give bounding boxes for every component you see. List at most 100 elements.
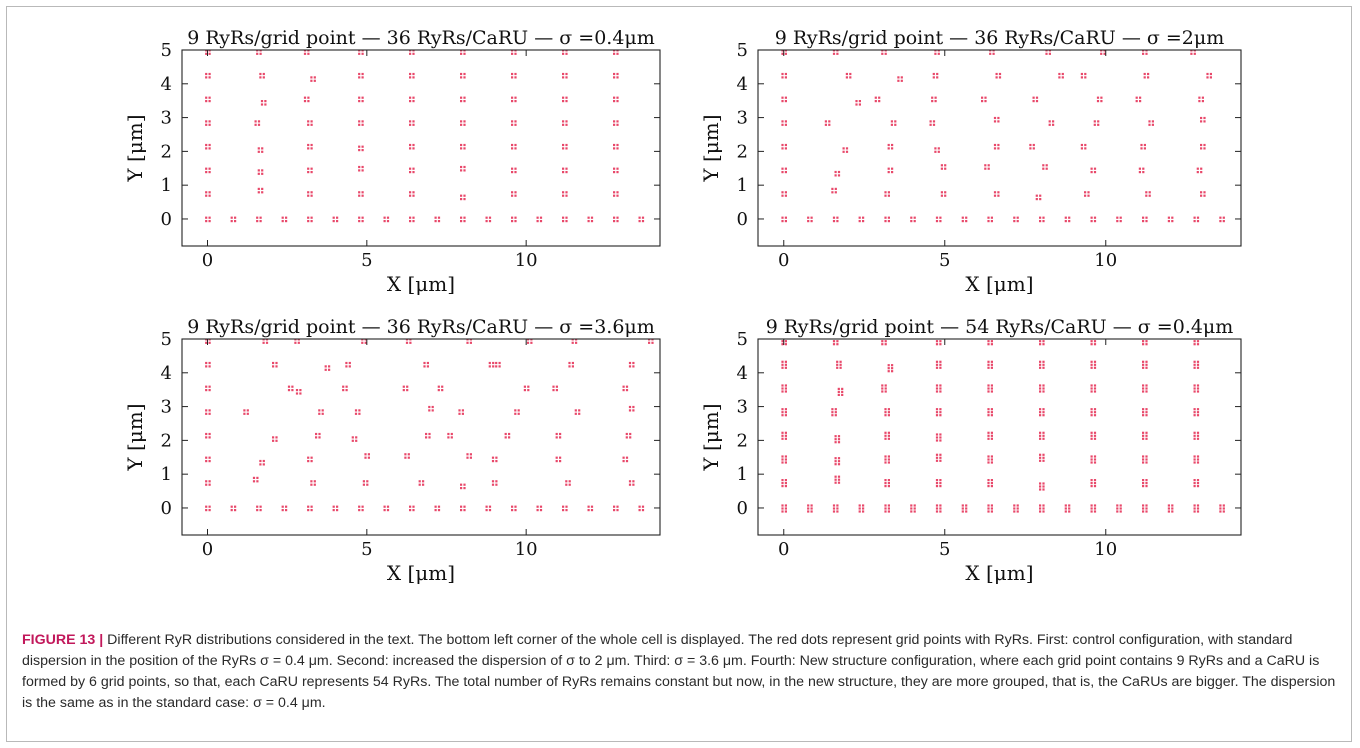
ryr-cluster-point — [836, 360, 842, 369]
ryr-cluster-point — [613, 167, 619, 174]
ryr-cluster-point — [230, 216, 237, 223]
ryr-cluster-point — [781, 96, 787, 103]
ryr-cluster-point — [303, 50, 310, 55]
ryr-cluster-point — [256, 50, 262, 55]
ryr-cluster-point — [460, 483, 466, 490]
ryr-cluster-point — [281, 216, 288, 223]
ryr-cluster-point — [409, 50, 415, 55]
ryr-cluster-point — [781, 191, 787, 197]
ryr-cluster-point — [460, 96, 466, 103]
ryr-cluster-point — [332, 505, 339, 512]
ryr-cluster-point — [358, 191, 364, 197]
ryr-cluster-point — [884, 216, 890, 223]
ryr-cluster-point — [1090, 408, 1097, 417]
ryr-cluster-point — [1039, 504, 1045, 513]
ryr-cluster-point — [910, 216, 916, 223]
ryr-cluster-point — [940, 191, 947, 197]
ryr-cluster-point — [1193, 431, 1200, 440]
ryr-cluster-point — [1029, 143, 1035, 150]
ryr-cluster-point — [574, 409, 581, 415]
ryr-cluster-point — [458, 409, 464, 415]
ryr-cluster-point — [935, 433, 942, 442]
ryr-cluster-point — [491, 456, 498, 463]
figure-caption: FIGURE 13 | Different RyR distributions … — [22, 630, 1340, 714]
ryr-cluster-point — [987, 216, 993, 223]
ryr-cluster-point — [1142, 360, 1148, 369]
ryr-cluster-point — [460, 143, 466, 150]
ryr-cluster-point — [834, 435, 841, 444]
ryr-cluster-point — [981, 96, 987, 103]
ryr-cluster-point — [310, 480, 316, 486]
ryr-cluster-point — [428, 405, 434, 412]
ryr-cluster-point — [437, 385, 444, 392]
ryr-cluster-point — [562, 143, 568, 150]
x-tick-label: 10 — [515, 539, 538, 560]
ryr-cluster-point — [294, 339, 300, 344]
ryr-cluster-point — [1064, 504, 1071, 513]
ryr-cluster-point — [536, 216, 543, 223]
ryr-cluster-point — [205, 456, 211, 463]
ryr-cluster-point — [205, 505, 211, 512]
ryr-cluster-point — [781, 50, 787, 55]
ryr-cluster-point — [781, 504, 787, 513]
y-axis-label: Y [μm] — [123, 114, 147, 182]
ryr-cluster-point — [1148, 120, 1154, 126]
ryr-cluster-point — [807, 216, 813, 223]
ryr-cluster-point — [243, 409, 249, 415]
ryr-cluster-point — [272, 361, 278, 368]
y-tick-label: 4 — [737, 363, 748, 384]
ryr-cluster-point — [1193, 455, 1200, 464]
ryr-cluster-point — [272, 436, 278, 442]
x-tick-label: 10 — [515, 250, 538, 271]
ryr-cluster-point — [205, 216, 211, 223]
ryr-cluster-point — [834, 457, 841, 466]
ryr-cluster-point — [1219, 216, 1225, 223]
x-tick-label: 5 — [939, 250, 950, 271]
ryr-cluster-point — [1090, 167, 1097, 174]
ryr-cluster-point — [1064, 216, 1071, 223]
ryr-cluster-point — [1100, 50, 1106, 55]
ryr-cluster-point — [447, 432, 453, 439]
ryr-cluster-point — [781, 408, 787, 417]
ryr-cluster-point — [345, 361, 351, 368]
ryr-cluster-point — [511, 191, 517, 197]
y-tick-label: 4 — [161, 363, 172, 384]
ryr-cluster-point — [1090, 455, 1097, 464]
ryr-cluster-point — [1093, 120, 1100, 126]
ryr-cluster-point — [205, 191, 211, 197]
ryr-cluster-point — [613, 50, 619, 55]
ryr-cluster-point — [613, 120, 619, 126]
ryr-cluster-point — [781, 384, 787, 393]
ryr-cluster-point — [1080, 143, 1087, 150]
ryr-cluster-point — [1142, 339, 1148, 346]
ryr-cluster-point — [307, 120, 313, 126]
y-tick-label: 2 — [161, 141, 172, 162]
ryr-cluster-point — [628, 480, 635, 486]
ryr-cluster-point — [622, 385, 629, 392]
ryr-cluster-point — [1058, 72, 1064, 79]
ryr-cluster-point — [1142, 50, 1148, 55]
ryr-cluster-point — [402, 385, 409, 392]
ryr-cluster-point — [987, 339, 993, 346]
marker-layer — [781, 339, 1225, 513]
ryr-cluster-point — [260, 100, 267, 106]
panel-title: 9 RyRs/grid point — 36 RyRs/CaRU — σ =3.… — [187, 316, 655, 338]
ryr-cluster-point — [511, 216, 517, 223]
ryr-cluster-point — [1142, 216, 1148, 223]
ryr-cluster-point — [466, 339, 472, 344]
ryr-cluster-point — [256, 505, 262, 512]
ryr-cluster-point — [935, 453, 942, 462]
ryr-cluster-point — [295, 389, 302, 395]
ryr-cluster-point — [1193, 479, 1200, 488]
ryr-cluster-point — [511, 143, 517, 150]
ryr-cluster-point — [351, 436, 358, 442]
x-tick-label: 5 — [361, 250, 372, 271]
ryr-cluster-point — [303, 96, 310, 103]
ryr-cluster-point — [874, 96, 881, 103]
ryr-cluster-point — [638, 216, 645, 223]
ryr-cluster-point — [781, 143, 787, 150]
ryr-cluster-point — [562, 120, 568, 126]
ryr-cluster-point — [613, 143, 619, 150]
ryr-cluster-point — [1200, 116, 1206, 123]
ryr-cluster-point — [488, 361, 495, 368]
